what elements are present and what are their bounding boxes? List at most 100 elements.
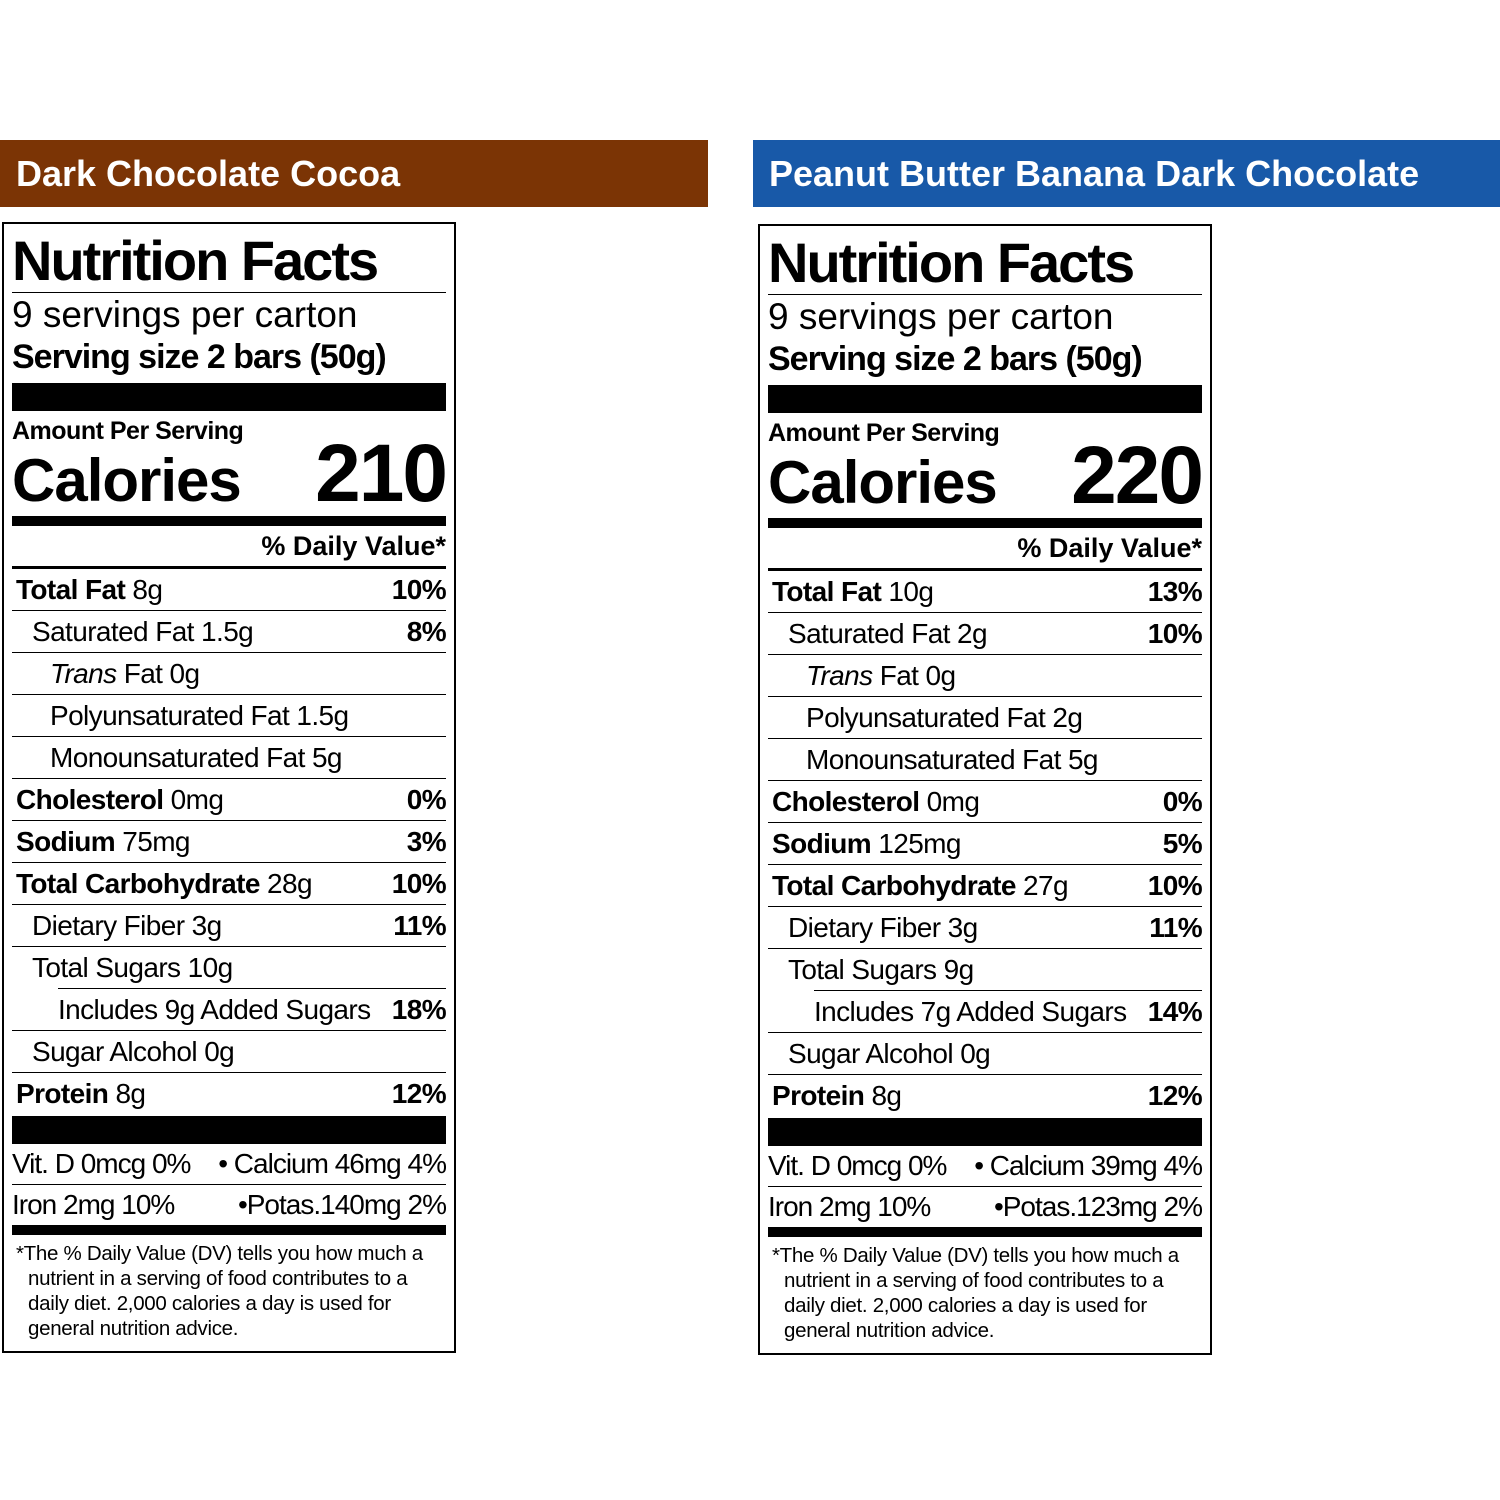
nutrient-row: Monounsaturated Fat 5g bbox=[12, 736, 446, 778]
nutrient-row: Dietary Fiber 3g 11% bbox=[12, 904, 447, 946]
nutrient-row: Includes 9g Added Sugars 18% bbox=[58, 988, 447, 1030]
nutrient-name: Total Carbohydrate bbox=[16, 868, 260, 899]
nutrient: Total Fat 10g bbox=[772, 571, 934, 612]
nutrient-name: Cholesterol bbox=[772, 786, 920, 817]
nutrient-row: Protein 8g 12% bbox=[768, 1074, 1203, 1116]
calories-label: Calories bbox=[768, 449, 998, 516]
daily-value: 0% bbox=[1162, 786, 1203, 817]
nutrient-row: Sugar Alcohol 0g bbox=[12, 1030, 446, 1072]
nutrient-name: Total Carbohydrate bbox=[772, 870, 1016, 901]
nutrient-row: Protein 8g 12% bbox=[12, 1072, 447, 1114]
servings: 9 servings per carton bbox=[12, 294, 358, 335]
vitamin-row: Iron 2mg 10% •Potas.123mg 2% bbox=[768, 1186, 1203, 1227]
nutrient-amount: 1.5g bbox=[296, 700, 349, 731]
nutrient: Saturated Fat 1.5g bbox=[32, 611, 254, 652]
vitamin-row: Vit. D 0mcg 0% • Calcium 46mg 4% bbox=[12, 1144, 447, 1184]
nutrient-name: Protein bbox=[772, 1080, 865, 1111]
nutrient-amount: 0g bbox=[204, 1036, 235, 1067]
nutrient-amount: 5g bbox=[1067, 744, 1099, 775]
nutrient: Trans Fat 0g bbox=[50, 653, 200, 694]
vitamin: • Calcium 46mg 4% bbox=[218, 1148, 447, 1179]
nutrient-row: Total Sugars 10g bbox=[12, 946, 446, 988]
nutrient-row: Monounsaturated Fat 5g bbox=[768, 738, 1202, 780]
nutrient-amount: 8g bbox=[132, 574, 163, 605]
thick-rule bbox=[12, 383, 446, 411]
nutrient-row: Polyunsaturated Fat 2g bbox=[768, 696, 1202, 738]
vitamin: • Calcium 39mg 4% bbox=[974, 1150, 1203, 1181]
thick-rule bbox=[768, 518, 1202, 528]
nutrient: Total Sugars 9g bbox=[788, 949, 974, 990]
calories-row: Calories 220 bbox=[768, 430, 1204, 521]
nutrient: Saturated Fat 2g bbox=[788, 613, 988, 654]
nutrient-row: Total Carbohydrate 28g 10% bbox=[12, 862, 447, 904]
nutrient-amount: 10g bbox=[888, 576, 934, 607]
nutrient: Sugar Alcohol 0g bbox=[32, 1031, 235, 1072]
daily-value: 12% bbox=[1147, 1080, 1203, 1111]
nutrient: Polyunsaturated Fat 1.5g bbox=[50, 695, 349, 736]
nutrient-amount: 125mg bbox=[878, 828, 961, 859]
nutrient-row: Saturated Fat 2g 10% bbox=[768, 612, 1203, 654]
nutrient-amount: 2g bbox=[957, 618, 988, 649]
daily-value: 10% bbox=[391, 868, 447, 899]
nutrient-name: Monounsaturated Fat bbox=[50, 742, 305, 773]
vitamin: Vit. D 0mcg 0% bbox=[768, 1150, 947, 1181]
nutrient-row: Trans Fat 0g bbox=[768, 654, 1202, 696]
nutrient: Includes 9g Added Sugars bbox=[58, 989, 371, 1030]
nutrient-name: Saturated Fat bbox=[788, 618, 950, 649]
nutrient: Total Carbohydrate 27g bbox=[772, 865, 1069, 906]
nutrient-row: Saturated Fat 1.5g 8% bbox=[12, 610, 447, 652]
nutrient: Trans Fat 0g bbox=[806, 655, 956, 696]
daily-value: 5% bbox=[1162, 828, 1203, 859]
daily-value: 14% bbox=[1147, 996, 1203, 1027]
nutrient-amount: 0mg bbox=[170, 784, 224, 815]
nutrient: Sodium 125mg bbox=[772, 823, 961, 864]
nutrient-row: Includes 7g Added Sugars 14% bbox=[814, 990, 1203, 1032]
nutrient: Sugar Alcohol 0g bbox=[788, 1033, 991, 1074]
nutrient-name: Sugar Alcohol bbox=[788, 1038, 954, 1069]
nutrient-row: Total Fat 8g 10% bbox=[12, 569, 447, 610]
nutrient-amount: 0mg bbox=[926, 786, 980, 817]
vitamin: •Potas.123mg 2% bbox=[993, 1191, 1203, 1222]
nutrient-name: Sodium bbox=[16, 826, 116, 857]
nutrient-name: Polyunsaturated Fat bbox=[806, 702, 1046, 733]
serving-size: Serving size 2 bars (50g) bbox=[768, 340, 1143, 378]
nutrient-name: Protein bbox=[16, 1078, 109, 1109]
footnote: *The % Daily Value (DV) tells you how mu… bbox=[16, 1242, 423, 1340]
nutrient-row: Sodium 75mg 3% bbox=[12, 820, 447, 862]
label-title: Nutrition Facts bbox=[12, 230, 446, 293]
nutrient-amount: 8g bbox=[871, 1080, 902, 1111]
calories-value: 210 bbox=[315, 428, 448, 519]
thick-rule bbox=[12, 1116, 446, 1144]
banner: Peanut Butter Banana Dark Chocolate bbox=[753, 140, 1500, 207]
nutrient-name: Monounsaturated Fat bbox=[806, 744, 1061, 775]
nutrition-label: Nutrition Facts 9 servings per carton Serv… bbox=[2, 222, 456, 1353]
thick-rule bbox=[768, 1118, 1202, 1146]
daily-value: 11% bbox=[393, 910, 446, 941]
nutrition-label: Nutrition Facts 9 servings per carton Serv… bbox=[758, 224, 1212, 1355]
nutrient-name: Cholesterol bbox=[16, 784, 164, 815]
nutrient-row: Sodium 125mg 5% bbox=[768, 822, 1203, 864]
nutrient-name: Trans bbox=[806, 660, 873, 691]
vitamin: Iron 2mg 10% bbox=[12, 1189, 175, 1220]
nutrient: Monounsaturated Fat 5g bbox=[50, 737, 343, 778]
daily-value: 10% bbox=[1147, 618, 1203, 649]
nutrient-amount: Fat 0g bbox=[879, 660, 956, 691]
daily-value: 10% bbox=[1147, 870, 1203, 901]
daily-value: 10% bbox=[391, 574, 447, 605]
nutrient-row: Trans Fat 0g bbox=[12, 652, 446, 694]
daily-value-header: % Daily Value* bbox=[768, 528, 1202, 571]
nutrient-amount: 5g bbox=[311, 742, 343, 773]
nutrient-row: Total Carbohydrate 27g 10% bbox=[768, 864, 1203, 906]
nutrient: Cholesterol 0mg bbox=[772, 781, 980, 822]
daily-value: 12% bbox=[391, 1078, 447, 1109]
nutrient-amount: 27g bbox=[1023, 870, 1069, 901]
label-title: Nutrition Facts bbox=[768, 232, 1202, 295]
thick-rule bbox=[768, 1227, 1202, 1237]
nutrient-amount: 10g bbox=[187, 952, 234, 983]
nutrient-amount: 2g bbox=[1052, 702, 1083, 733]
nutrient-name: Sugar Alcohol bbox=[32, 1036, 198, 1067]
calories-value: 220 bbox=[1071, 430, 1204, 521]
nutrient-name: Sodium bbox=[772, 828, 872, 859]
nutrient-row: Polyunsaturated Fat 1.5g bbox=[12, 694, 446, 736]
calories-label: Calories bbox=[12, 447, 242, 514]
